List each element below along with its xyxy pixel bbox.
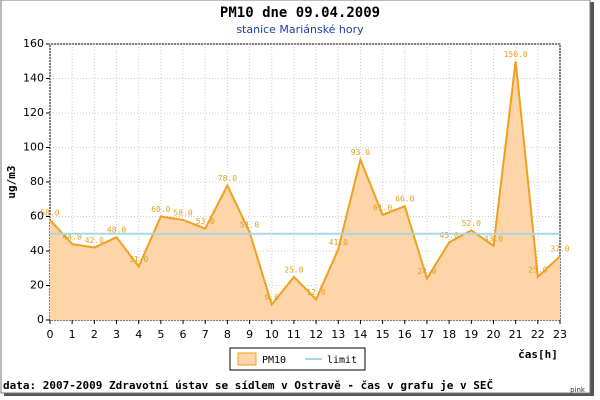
x-tick-label: 4 — [135, 328, 142, 341]
credit: pink — [570, 386, 586, 394]
value-label: 93.0 — [351, 148, 370, 157]
x-tick-label: 1 — [69, 328, 76, 341]
x-tick-label: 13 — [331, 328, 345, 341]
y-tick-label: 60 — [30, 210, 44, 223]
legend-label: limit — [327, 355, 357, 366]
y-tick-label: 20 — [30, 279, 44, 292]
value-label: 24.0 — [417, 267, 436, 276]
x-tick-label: 11 — [287, 328, 301, 341]
value-label: 58.0 — [173, 208, 192, 217]
value-label: 61.0 — [373, 203, 392, 212]
value-label: 41.0 — [329, 238, 348, 247]
y-tick-label: 120 — [23, 106, 44, 119]
value-label: 31.0 — [129, 255, 148, 264]
chart-title: PM10 dne 09.04.2009 — [220, 5, 380, 21]
value-label: 51.0 — [240, 221, 259, 230]
value-label: 12.0 — [306, 288, 325, 297]
value-label: 44.0 — [63, 233, 82, 242]
x-tick-label: 19 — [464, 328, 478, 341]
x-tick-label: 22 — [531, 328, 545, 341]
x-tick-label: 15 — [376, 328, 390, 341]
legend-swatch — [237, 352, 257, 366]
value-label: 9.0 — [265, 293, 280, 302]
x-tick-label: 18 — [442, 328, 456, 341]
value-label: 53.0 — [196, 217, 215, 226]
y-tick-label: 80 — [30, 175, 44, 188]
x-tick-label: 12 — [309, 328, 323, 341]
x-tick-label: 9 — [246, 328, 253, 341]
x-tick-label: 0 — [47, 328, 54, 341]
x-tick-label: 20 — [486, 328, 500, 341]
legend-label: PM10 — [262, 355, 286, 366]
value-label: 60.0 — [151, 205, 170, 214]
y-tick-label: 0 — [37, 313, 44, 326]
value-label: 78.0 — [218, 174, 237, 183]
value-label: 45.0 — [439, 231, 458, 240]
value-label: 42.0 — [85, 236, 104, 245]
chart-subtitle: stanice Mariánské hory — [236, 23, 364, 36]
y-tick-label: 140 — [23, 72, 44, 85]
value-label: 66.0 — [395, 195, 414, 204]
value-label: 48.0 — [107, 226, 126, 235]
y-tick-label: 100 — [23, 141, 44, 154]
x-tick-label: 2 — [91, 328, 98, 341]
x-tick-label: 7 — [202, 328, 209, 341]
value-label: 37.0 — [550, 245, 569, 254]
x-tick-label: 6 — [180, 328, 187, 341]
x-tick-label: 3 — [113, 328, 120, 341]
x-tick-label: 14 — [353, 328, 367, 341]
x-tick-label: 8 — [224, 328, 231, 341]
x-tick-label: 5 — [157, 328, 164, 341]
value-label: 43.0 — [484, 234, 503, 243]
x-tick-label: 21 — [509, 328, 523, 341]
value-label: 25.0 — [528, 265, 547, 274]
value-label: 52.0 — [462, 219, 481, 228]
x-tick-label: 10 — [265, 328, 279, 341]
y-tick-label: 40 — [30, 244, 44, 257]
x-tick-label: 23 — [553, 328, 567, 341]
y-tick-label: 160 — [23, 37, 44, 50]
legend-box — [229, 347, 366, 371]
footer: data: 2007-2009 Zdravotní ústav se sídle… — [3, 379, 493, 392]
x-tick-label: 17 — [420, 328, 434, 341]
y-axis-label: ug/m3 — [5, 165, 18, 198]
value-label: 58.0 — [40, 208, 59, 217]
value-label: 25.0 — [284, 265, 303, 274]
x-axis-label: čas[h] — [518, 348, 558, 361]
x-tick-label: 16 — [398, 328, 412, 341]
area — [50, 61, 560, 320]
value-label: 150.0 — [504, 50, 528, 59]
